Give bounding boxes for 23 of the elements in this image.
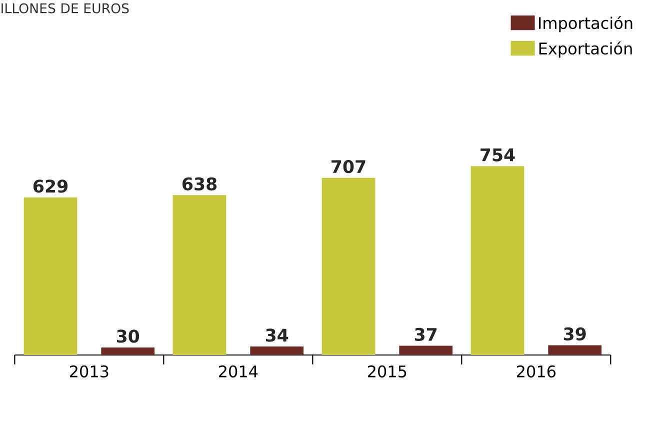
bar xyxy=(399,346,452,355)
chart-title: ILLONES DE EUROS xyxy=(2,3,129,14)
x-tick-label: 2014 xyxy=(218,365,258,378)
x-tick-label: 2016 xyxy=(516,365,556,378)
data-label: 754 xyxy=(480,148,515,162)
bar xyxy=(322,178,376,355)
legend-label: Exportación xyxy=(539,42,632,58)
bar xyxy=(24,197,78,355)
bar xyxy=(470,166,524,355)
data-label: 707 xyxy=(332,160,366,174)
bar xyxy=(101,347,155,355)
data-label: 30 xyxy=(116,330,140,343)
legend-label: Importación xyxy=(539,16,632,32)
x-tick-label: 2013 xyxy=(70,365,108,378)
data-label: 629 xyxy=(33,180,68,193)
bar xyxy=(548,345,602,355)
data-label: 37 xyxy=(414,328,437,342)
x-tick-label: 2015 xyxy=(368,365,406,378)
bar xyxy=(250,346,304,355)
bar xyxy=(172,195,226,355)
data-label: 34 xyxy=(266,328,288,342)
data-label: 39 xyxy=(564,327,586,341)
data-label: 638 xyxy=(182,177,217,190)
